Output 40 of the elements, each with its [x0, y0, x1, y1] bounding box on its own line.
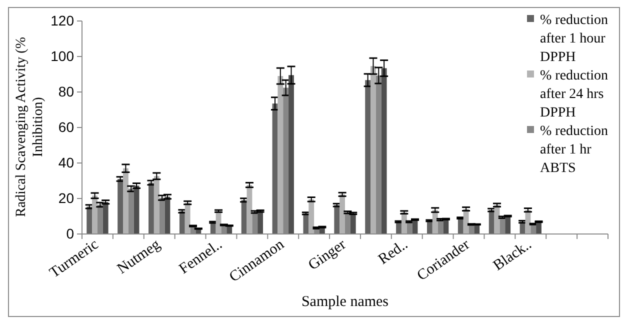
bar: [118, 178, 123, 234]
bar: [92, 196, 98, 234]
y-tick-label: 40: [58, 154, 74, 170]
legend-label: % reduction after 24 hrs DPPH: [540, 68, 608, 120]
x-tick-label: Red..: [376, 236, 411, 268]
bar: [102, 202, 108, 234]
bar: [86, 206, 92, 234]
bar: [525, 210, 531, 234]
y-tick-label: 80: [58, 83, 74, 100]
legend-label: % reduction after 1 hour DPPH: [540, 13, 608, 65]
y-tick-label: 0: [66, 225, 74, 242]
legend-label: % reduction after 1 hr ABTS: [540, 124, 608, 176]
bar: [184, 202, 190, 234]
bar: [122, 168, 128, 234]
bar: [381, 68, 387, 234]
bar: [308, 199, 314, 234]
bar: [154, 176, 160, 234]
bar: [258, 211, 264, 234]
bar: [350, 213, 356, 234]
x-axis-title: Sample names: [301, 294, 389, 310]
y-tick-label: 100: [50, 48, 74, 64]
bar: [241, 200, 247, 234]
bar: [463, 208, 469, 234]
bar: [272, 104, 278, 234]
bar: [334, 205, 340, 234]
bar: [488, 210, 494, 234]
y-axis-title: Radical Scavenging Activity (% Inhibition): [14, 36, 46, 218]
bar: [148, 182, 154, 234]
bar: [505, 216, 511, 234]
bar: [365, 80, 371, 234]
x-tick-label: Black..: [490, 236, 535, 274]
bar: [179, 211, 185, 234]
y-tick-label: 120: [50, 12, 74, 28]
y-tick-label: 20: [58, 190, 74, 206]
bar: [288, 75, 294, 234]
bar: [340, 194, 345, 234]
bar: [370, 66, 376, 234]
bar: [278, 76, 284, 234]
y-tick-label: 60: [58, 118, 74, 135]
bar: [303, 213, 309, 234]
